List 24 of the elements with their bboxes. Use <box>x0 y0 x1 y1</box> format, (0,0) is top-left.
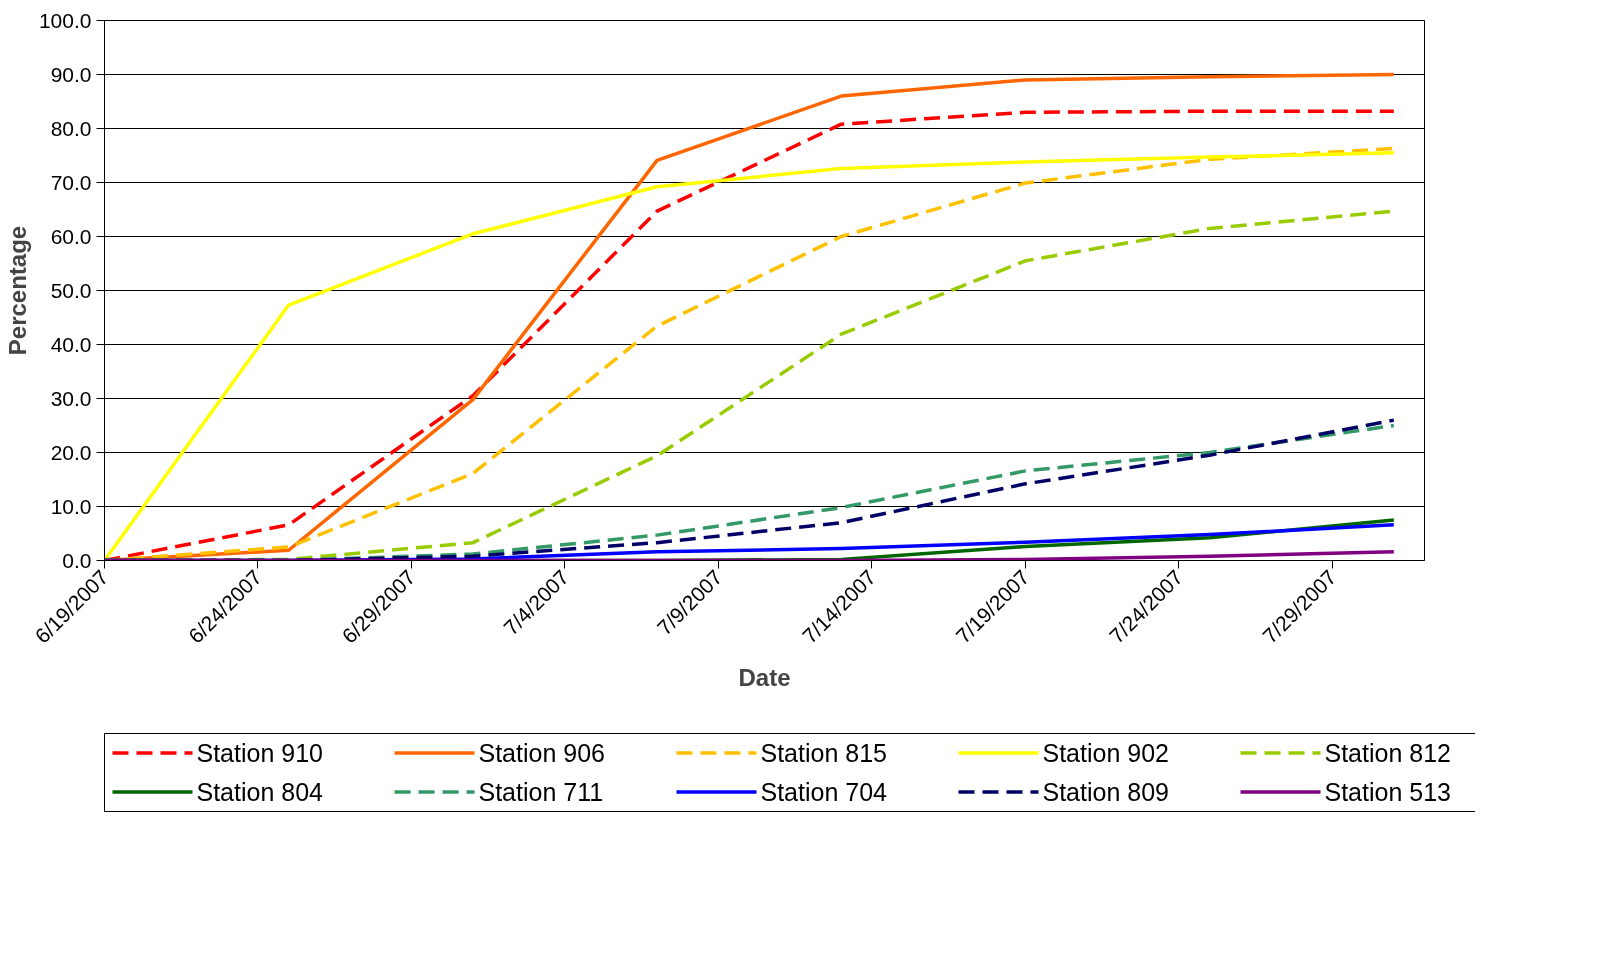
y-tick-label: 50.0 <box>50 278 92 302</box>
legend-label: Station 809 <box>1042 778 1169 806</box>
y-tick-label: 20.0 <box>50 440 92 464</box>
legend-label: Station 902 <box>1042 739 1169 767</box>
line-series <box>104 550 1396 561</box>
y-tick-label: 30.0 <box>50 386 92 410</box>
y-tick-label: 70.0 <box>50 170 92 194</box>
legend-label: Station 906 <box>478 739 605 767</box>
y-axis-title: Percentage <box>3 225 31 356</box>
y-tick-label: 100.0 <box>38 8 92 32</box>
y-tick-label: 0.0 <box>62 548 92 572</box>
legend-label: Station 812 <box>1324 739 1451 767</box>
y-tick-label: 10.0 <box>50 494 92 518</box>
y-tick-label: 60.0 <box>50 224 92 248</box>
legend-label: Station 704 <box>760 778 888 806</box>
legend-label: Station 711 <box>478 778 604 806</box>
legend-label: Station 804 <box>196 778 324 806</box>
legend-label: Station 815 <box>760 739 887 767</box>
legend-label: Station 513 <box>1324 778 1451 806</box>
x-axis-title: Date <box>738 663 791 691</box>
y-tick-label: 80.0 <box>50 116 92 140</box>
legend-label: Station 910 <box>196 739 323 767</box>
y-tick-label: 40.0 <box>50 332 92 356</box>
y-tick-label: 90.0 <box>50 62 92 86</box>
